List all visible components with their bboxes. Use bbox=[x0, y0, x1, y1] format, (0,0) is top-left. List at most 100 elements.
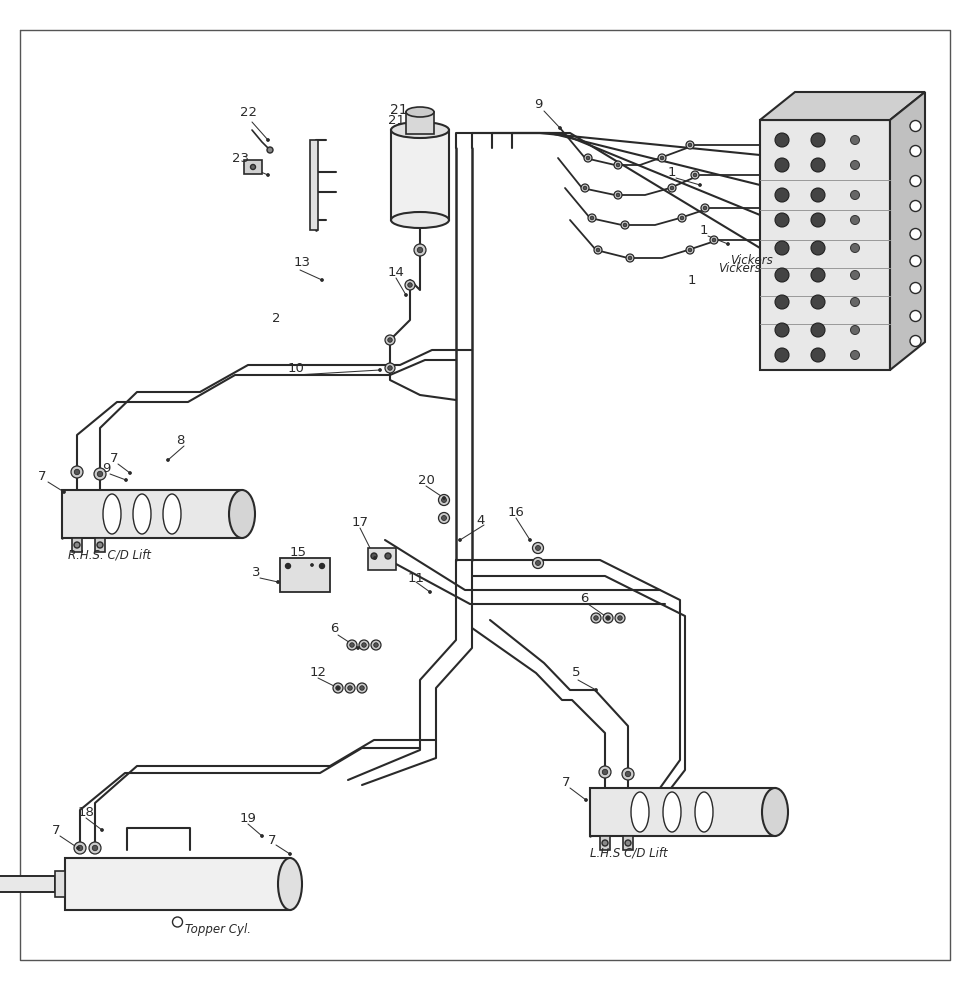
Text: 15: 15 bbox=[290, 546, 307, 558]
Circle shape bbox=[71, 466, 83, 478]
Circle shape bbox=[267, 147, 273, 153]
Circle shape bbox=[360, 686, 364, 690]
Text: Topper Cyl.: Topper Cyl. bbox=[185, 924, 251, 936]
Text: 7: 7 bbox=[268, 834, 276, 846]
Circle shape bbox=[607, 616, 609, 619]
Circle shape bbox=[459, 538, 462, 542]
Circle shape bbox=[850, 270, 859, 279]
Circle shape bbox=[588, 214, 596, 222]
Text: 18: 18 bbox=[78, 806, 95, 818]
Text: 12: 12 bbox=[310, 666, 327, 678]
Text: 2: 2 bbox=[272, 312, 281, 324]
Bar bbox=[391, 130, 449, 220]
Circle shape bbox=[335, 686, 340, 690]
Circle shape bbox=[438, 494, 449, 506]
Circle shape bbox=[614, 161, 622, 169]
Circle shape bbox=[77, 846, 80, 850]
Ellipse shape bbox=[406, 107, 434, 117]
Bar bbox=[55, 871, 65, 897]
Text: 10: 10 bbox=[288, 361, 305, 374]
Text: 1: 1 bbox=[688, 273, 697, 286]
Circle shape bbox=[594, 246, 602, 254]
Circle shape bbox=[628, 256, 632, 260]
Circle shape bbox=[850, 216, 859, 225]
Text: 9: 9 bbox=[102, 462, 111, 475]
Circle shape bbox=[626, 254, 634, 262]
Bar bbox=[368, 548, 396, 570]
Circle shape bbox=[910, 336, 921, 347]
Circle shape bbox=[94, 468, 106, 480]
Text: 21: 21 bbox=[390, 103, 407, 117]
Text: Vickers: Vickers bbox=[718, 261, 761, 274]
Text: 11: 11 bbox=[408, 572, 425, 584]
Circle shape bbox=[286, 564, 291, 568]
Circle shape bbox=[581, 184, 589, 192]
Bar bbox=[62, 490, 242, 538]
Circle shape bbox=[615, 613, 625, 623]
Text: 14: 14 bbox=[388, 265, 405, 278]
Circle shape bbox=[336, 686, 339, 690]
Circle shape bbox=[850, 243, 859, 252]
Circle shape bbox=[441, 516, 446, 520]
Circle shape bbox=[691, 171, 699, 179]
Circle shape bbox=[78, 845, 83, 851]
Text: Vickers: Vickers bbox=[730, 253, 773, 266]
Ellipse shape bbox=[229, 490, 255, 538]
Circle shape bbox=[378, 368, 381, 371]
Circle shape bbox=[559, 126, 562, 129]
Circle shape bbox=[688, 143, 692, 147]
Circle shape bbox=[266, 138, 269, 141]
Circle shape bbox=[850, 160, 859, 169]
Circle shape bbox=[442, 496, 445, 499]
Circle shape bbox=[348, 686, 352, 690]
Circle shape bbox=[603, 769, 608, 775]
Ellipse shape bbox=[663, 792, 681, 832]
Circle shape bbox=[260, 834, 263, 838]
Circle shape bbox=[811, 295, 825, 309]
Bar bbox=[72, 538, 82, 552]
Circle shape bbox=[584, 154, 592, 162]
Text: 8: 8 bbox=[176, 434, 185, 446]
Circle shape bbox=[602, 840, 608, 846]
Circle shape bbox=[404, 294, 407, 296]
Circle shape bbox=[359, 640, 369, 650]
Circle shape bbox=[373, 556, 376, 560]
Circle shape bbox=[388, 366, 393, 370]
Circle shape bbox=[616, 163, 620, 167]
Circle shape bbox=[811, 241, 825, 255]
Circle shape bbox=[850, 190, 859, 200]
Circle shape bbox=[536, 561, 540, 565]
Circle shape bbox=[374, 643, 378, 647]
Circle shape bbox=[438, 512, 449, 524]
Circle shape bbox=[811, 348, 825, 362]
Circle shape bbox=[441, 498, 446, 502]
Circle shape bbox=[668, 184, 676, 192]
Circle shape bbox=[357, 647, 360, 650]
Circle shape bbox=[74, 469, 80, 475]
Circle shape bbox=[362, 643, 366, 647]
Circle shape bbox=[910, 310, 921, 322]
Ellipse shape bbox=[133, 494, 151, 534]
Text: 7: 7 bbox=[52, 824, 60, 836]
Ellipse shape bbox=[631, 792, 649, 832]
Ellipse shape bbox=[391, 122, 449, 138]
Circle shape bbox=[74, 842, 86, 854]
Circle shape bbox=[595, 688, 598, 692]
Circle shape bbox=[688, 248, 692, 252]
Circle shape bbox=[417, 247, 423, 253]
Circle shape bbox=[321, 278, 324, 282]
Circle shape bbox=[775, 241, 789, 255]
Circle shape bbox=[811, 188, 825, 202]
Bar bbox=[280, 558, 330, 592]
Circle shape bbox=[89, 842, 101, 854]
Circle shape bbox=[533, 542, 543, 554]
Circle shape bbox=[289, 852, 292, 856]
Circle shape bbox=[811, 158, 825, 172]
Circle shape bbox=[596, 248, 600, 252]
Circle shape bbox=[172, 917, 183, 927]
Circle shape bbox=[775, 158, 789, 172]
Circle shape bbox=[850, 135, 859, 144]
Circle shape bbox=[166, 458, 169, 462]
Text: 7: 7 bbox=[38, 470, 47, 483]
Circle shape bbox=[811, 133, 825, 147]
